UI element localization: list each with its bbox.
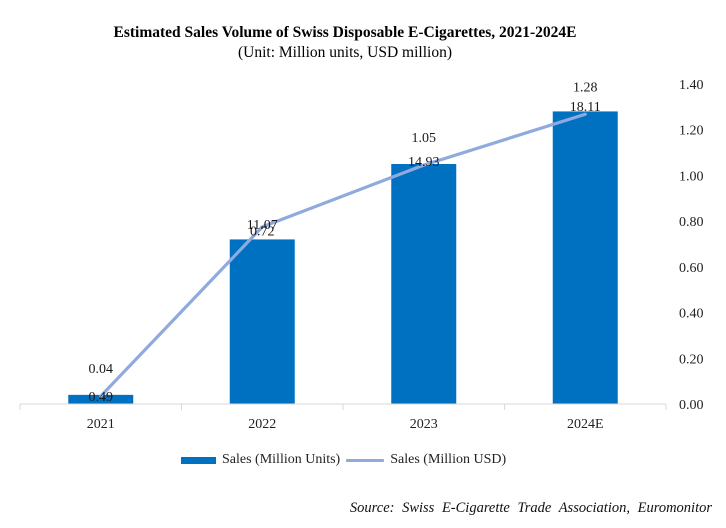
legend-label-usd: Sales (Million USD) xyxy=(390,452,507,467)
bar xyxy=(391,164,457,404)
legend-label-units: Sales (Million Units) xyxy=(222,452,341,467)
bar xyxy=(229,239,295,404)
line-path xyxy=(99,112,587,398)
y-tick-label: 1.00 xyxy=(679,169,704,184)
x-tick-label: 2022 xyxy=(248,417,276,432)
chart-title: Estimated Sales Volume of Swiss Disposab… xyxy=(113,24,577,41)
line-data-label: 18.11 xyxy=(570,100,601,115)
bar-data-label: 0.72 xyxy=(250,224,275,239)
bar-data-label: 0.04 xyxy=(89,362,114,377)
legend-swatch-units xyxy=(181,456,216,464)
y-tick-label: 0.80 xyxy=(679,215,704,230)
bar xyxy=(552,111,618,404)
bar-data-label: 1.05 xyxy=(412,131,437,146)
bar-data-label: 1.28 xyxy=(573,80,598,95)
source-note: Source: Swiss E-Cigarette Trade Associat… xyxy=(349,500,712,516)
y-tick-label: 0.00 xyxy=(679,398,704,413)
y-tick-label: 0.40 xyxy=(679,307,704,322)
bar-series xyxy=(68,111,618,404)
x-tick-label: 2023 xyxy=(410,417,438,432)
line-data-label: 0.49 xyxy=(89,390,114,405)
y-tick-label: 1.40 xyxy=(679,78,704,93)
chart-subtitle: (Unit: Million units, USD million) xyxy=(237,44,452,61)
line-data-label: 14.93 xyxy=(408,155,440,170)
y-tick-label: 0.20 xyxy=(679,352,704,367)
legend-swatch-usd xyxy=(346,458,385,462)
y-tick-label: 0.60 xyxy=(679,261,704,276)
x-tick-label: 2024E xyxy=(567,417,604,432)
line-data-label: 11.07 xyxy=(247,218,278,233)
line-series xyxy=(99,112,587,398)
y-tick-label: 1.20 xyxy=(679,124,704,139)
x-tick-label: 2021 xyxy=(87,417,115,432)
legend: Sales (Million Units) Sales (Million USD… xyxy=(181,452,506,468)
chart-plot: 2021 2022 2023 2024E 0.00 0.20 0.40 0.60 0.80 1.… xyxy=(19,78,704,432)
y-axis-ticks: 0.00 0.20 0.40 0.60 0.80 1.00 1.20 1.40 xyxy=(679,78,704,413)
bar xyxy=(68,394,134,404)
x-axis-ticks: 2021 2022 2023 2024E xyxy=(19,404,667,432)
